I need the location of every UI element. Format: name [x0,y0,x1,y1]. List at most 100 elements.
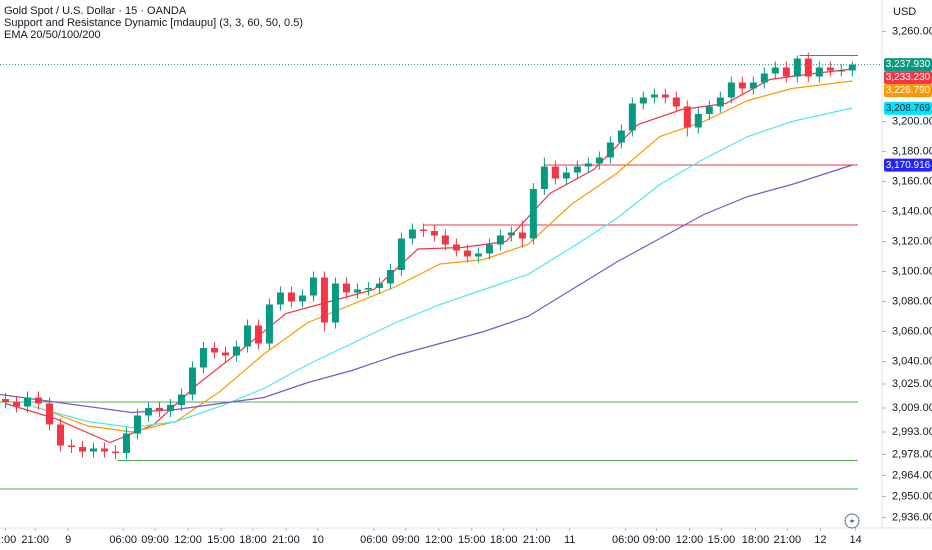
y-tick-label: 3,060.000 [892,325,932,337]
candle-body [848,64,856,71]
candle-body [331,283,339,323]
x-tick-label: 9 [65,534,71,546]
candle-body [639,97,647,104]
candle-body [320,277,328,323]
candle-body [243,325,251,347]
candle-body [826,67,834,71]
candle-body [727,82,735,98]
price-label: 3,208.769 [886,103,931,114]
x-tick-label: 09:00 [392,534,420,546]
x-tick-label: 12:00 [425,534,453,546]
candle-body [122,433,130,453]
candle-body [507,232,515,236]
candle-body [529,189,537,239]
x-tick-label: 12:00 [676,534,704,546]
candle-body [34,397,42,404]
candle-body [837,70,845,72]
candle-body [694,114,702,128]
candle-body [408,229,416,239]
price-label-bg [884,84,932,98]
candle-body [221,352,229,356]
lightning-icon[interactable] [844,513,860,529]
candle-body [771,67,779,74]
y-tick-label: 2,950.000 [892,490,932,502]
candle-body [540,166,548,189]
candle-body [342,283,350,293]
x-tick-label: 18:00 [490,534,518,546]
x-tick-label: 15:00 [458,534,486,546]
y-tick-label: 3,100.000 [892,265,932,277]
candle-body [551,166,559,179]
y-tick-label: 3,025.000 [892,378,932,390]
y-tick-label: 2,978.000 [892,448,932,460]
x-tick-label: 21:00 [272,534,300,546]
candle-body [562,172,570,179]
candle-body [485,244,493,254]
y-tick-label: 2,936.000 [892,511,932,523]
candle-body [518,232,526,239]
candle-body [606,142,614,158]
candle-body [199,348,207,368]
candle-body [716,97,724,107]
candle-body [705,106,713,114]
price-label: 3,226.790 [886,85,931,96]
candle-body [386,270,394,284]
indicator-label: EMA 20/50/100/200 [4,29,101,41]
candle-body [496,235,504,245]
x-tick-label: 06:00 [612,534,640,546]
ema-line [0,164,853,414]
y-tick-label: 3,040.000 [892,355,932,367]
price-label-bg [884,71,932,85]
candle-body [463,250,471,257]
x-tick-label: 12:00 [174,534,202,546]
price-label: 3,233.230 [886,72,931,83]
candle-body [452,244,460,251]
candle-body [12,402,20,407]
candle-body [375,283,383,288]
y-tick-label: 3,140.000 [892,205,932,217]
candle-body [166,405,174,411]
price-label-bg [884,58,932,72]
candle-body [760,73,768,83]
price-label: 3,170.916 [886,160,931,171]
candle-body [309,277,317,296]
candle-body [419,229,427,231]
x-tick-label: 06:00 [109,534,137,546]
x-tick-label: 2:00 [0,534,16,546]
candle-body [133,415,141,434]
indicator-label: Support and Resistance Dynamic [mdaupu] … [4,17,303,29]
candle-body [78,447,86,452]
candle-body [188,367,196,395]
candle-body [749,82,757,89]
y-tick-label: 2,964.000 [892,469,932,481]
candle-body [287,292,295,302]
x-tick-label: 14 [849,534,861,546]
icon-ring[interactable] [844,513,860,529]
candle-body [100,448,108,452]
candle-body [584,163,592,167]
ema-line [32,107,853,429]
y-tick-label: 3,120.000 [892,235,932,247]
icon-bolt[interactable] [849,516,855,526]
candle-body [144,408,152,416]
candle-body [67,445,75,447]
candle-body [1,399,9,402]
candle-body [793,58,801,77]
y-tick-label: 3,009.000 [892,402,932,414]
candle-body [397,238,405,270]
candle-body [265,304,273,344]
candle-body [650,94,658,98]
candle-body [595,157,603,164]
candle-body [177,394,185,405]
candle-body [210,348,218,353]
candle-body [232,346,240,356]
price-label: 3,237.930 [886,59,931,70]
y-tick-label: 2,993.000 [892,426,932,438]
candle-body [298,295,306,302]
candle-body [617,130,625,143]
x-tick-label: 06:00 [360,534,388,546]
price-label-bg [884,158,932,172]
x-tick-label: 09:00 [141,534,169,546]
y-tick-label: 3,180.000 [892,145,932,157]
